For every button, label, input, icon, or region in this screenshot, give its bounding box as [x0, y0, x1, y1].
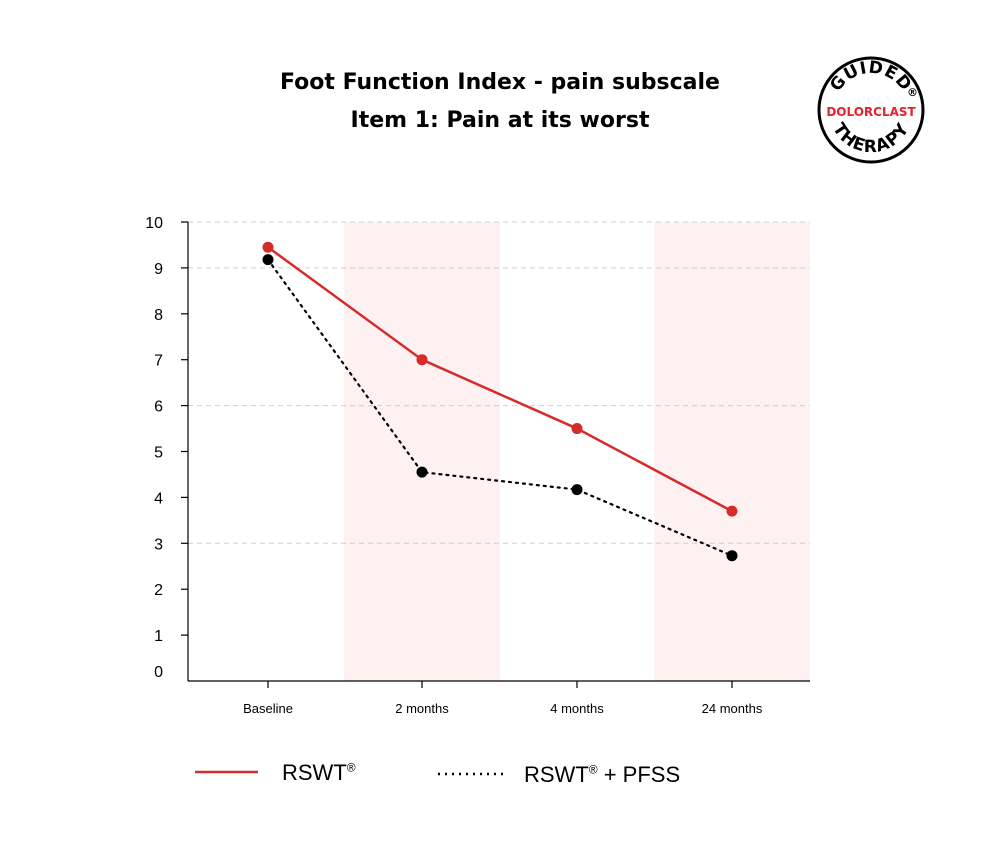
- logo-registered-mark: ®: [907, 86, 918, 99]
- series-line-0: [267, 246, 733, 513]
- y-tick-label-3: 3: [154, 536, 163, 553]
- x-tick-label-24-months: 24 months: [702, 701, 763, 716]
- data-point-s0-2: [571, 423, 583, 435]
- y-tick-label-2: 2: [154, 582, 163, 599]
- logo-middle-text: DOLORCLAST: [826, 105, 916, 119]
- y-tick-label-0: 0: [154, 664, 163, 681]
- data-point-s1-2: [571, 484, 583, 496]
- chart-subtitle: Item 1: Pain at its worst: [350, 108, 650, 133]
- x-tick-label-4-months: 4 months: [550, 701, 604, 716]
- shaded-band-2-months: [344, 222, 500, 681]
- data-point-s0-1: [416, 354, 428, 366]
- shaded-band-24-months: [654, 222, 810, 681]
- legend-label-rswt: RSWT®: [282, 760, 356, 785]
- y-tick-label-5: 5: [154, 445, 163, 462]
- y-tick-label-8: 8: [154, 307, 163, 324]
- data-point-s1-3: [726, 550, 738, 562]
- y-tick-label-6: 6: [154, 399, 163, 416]
- data-point-s1-1: [416, 466, 428, 478]
- y-tick-label-10: 10: [145, 215, 163, 232]
- y-tick-label-9: 9: [154, 261, 163, 278]
- legend-label-rswt-pfss: RSWT® + PFSS: [524, 762, 681, 787]
- x-tick-label-baseline: Baseline: [243, 701, 293, 716]
- x-tick-label-2-months: 2 months: [395, 701, 449, 716]
- y-tick-label-7: 7: [154, 353, 163, 370]
- y-tick-label-1: 1: [154, 628, 163, 645]
- guided-therapy-logo: GUIDED DOLORCLAST THERAPY ®: [817, 56, 925, 164]
- y-tick-label-4: 4: [154, 490, 163, 507]
- data-point-s0-3: [726, 505, 738, 517]
- data-point-s0-0: [262, 241, 274, 253]
- chart-title: Foot Function Index - pain subscale: [280, 70, 720, 95]
- data-point-s1-0: [262, 254, 274, 266]
